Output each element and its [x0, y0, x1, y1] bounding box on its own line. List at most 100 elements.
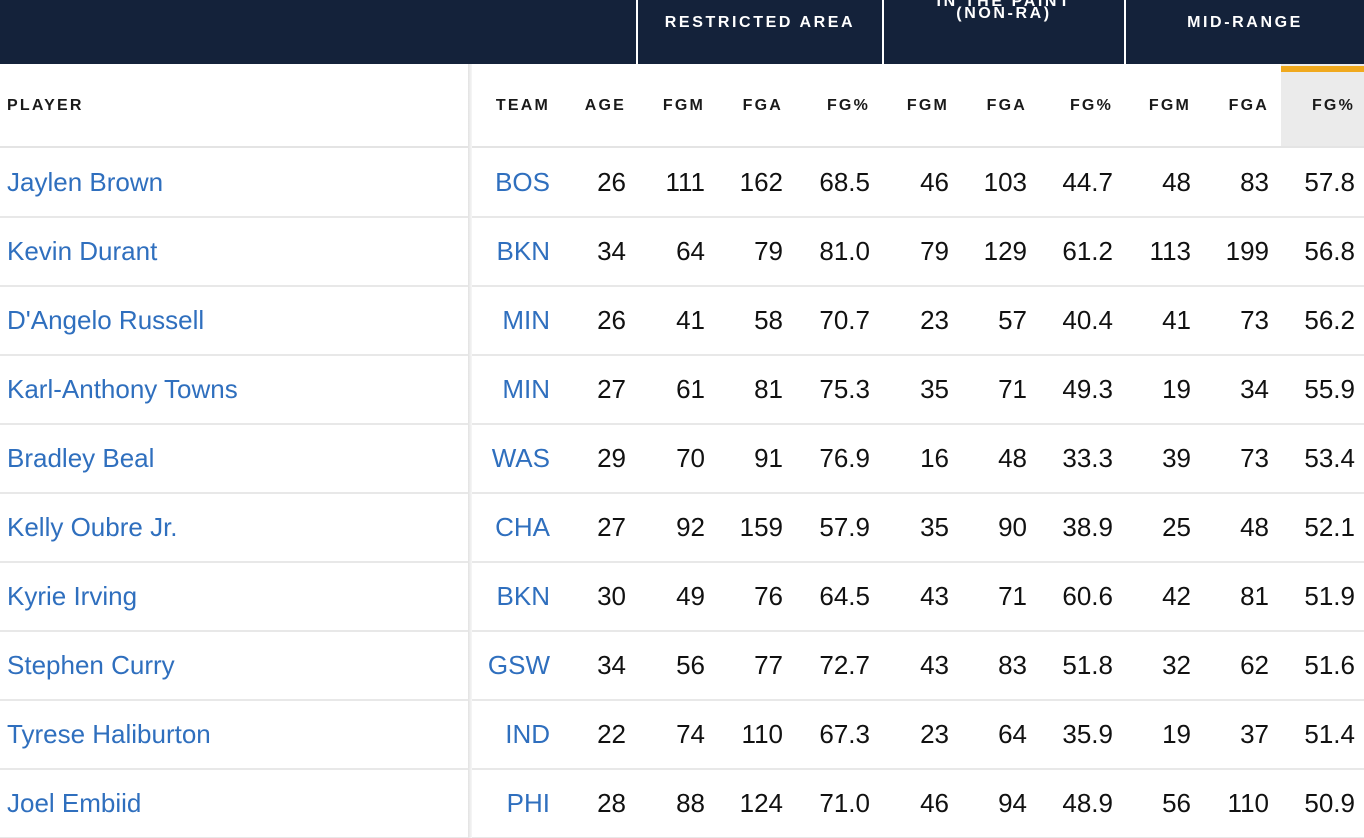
paint-fgm-cell: 16 [920, 443, 949, 473]
paint-fgm-cell: 23 [920, 719, 949, 749]
group-header-label-line-1: IN THE PAINT [936, 0, 1072, 10]
age-cell: 27 [597, 374, 626, 404]
col-header-ra-fga[interactable]: FGA [742, 97, 783, 114]
paint-fg-pct-cell: 40.4 [1062, 305, 1113, 335]
team-link[interactable]: BOS [495, 167, 550, 197]
group-header-label: MID-RANGE [1187, 14, 1303, 31]
team-link[interactable]: WAS [491, 443, 550, 473]
age-cell: 34 [597, 236, 626, 266]
ra-fgm-cell: 74 [676, 719, 705, 749]
mid-fg-pct-cell: 57.8 [1304, 167, 1355, 197]
team-link[interactable]: GSW [487, 650, 550, 680]
mid-fgm-cell: 32 [1162, 650, 1191, 680]
col-header-mid-fg-pct[interactable]: FG% [1281, 64, 1364, 146]
col-header-team[interactable]: TEAM [495, 97, 550, 114]
table-row: Kevin Durant BKN 34 64 79 81.0 79 129 61.2 113 199… [0, 218, 1364, 287]
group-header-mid-range: MID-RANGE [1124, 0, 1364, 64]
team-link[interactable]: MIN [502, 374, 550, 404]
team-link[interactable]: BKN [496, 581, 550, 611]
paint-fgm-cell: 46 [920, 788, 949, 818]
team-link[interactable]: IND [505, 719, 550, 749]
player-name-link[interactable]: Bradley Beal [7, 443, 155, 473]
ra-fga-cell: 79 [754, 236, 783, 266]
col-header-paint-fgm[interactable]: FGM [906, 97, 949, 114]
ra-fg-pct-cell: 81.0 [819, 236, 870, 266]
team-link[interactable]: CHA [495, 512, 550, 542]
ra-fgm-cell: 92 [676, 512, 705, 542]
ra-fgm-cell: 41 [676, 305, 705, 335]
ra-fga-cell: 76 [754, 581, 783, 611]
player-name-link[interactable]: D'Angelo Russell [7, 305, 205, 335]
mid-fgm-cell: 113 [1149, 236, 1191, 266]
age-cell: 26 [597, 305, 626, 335]
player-name-link[interactable]: Kelly Oubre Jr. [7, 512, 178, 542]
player-name-link[interactable]: Kyrie Irving [7, 581, 138, 611]
ra-fga-cell: 77 [754, 650, 783, 680]
paint-fga-cell: 129 [983, 236, 1027, 266]
col-header-ra-fg-pct[interactable]: FG% [826, 97, 870, 114]
table-row: Jaylen Brown BOS 26 111 162 68.5 46 103 44.7 48 83… [0, 149, 1364, 218]
ra-fgm-cell: 49 [676, 581, 705, 611]
mid-fgm-cell: 25 [1162, 512, 1191, 542]
player-name-link[interactable]: Stephen Curry [7, 650, 175, 680]
player-name-link[interactable]: Tyrese Haliburton [7, 719, 211, 749]
player-name-link[interactable]: Joel Embiid [7, 788, 142, 818]
mid-fgm-cell: 56 [1162, 788, 1191, 818]
paint-fgm-cell: 35 [920, 374, 949, 404]
paint-fga-cell: 94 [998, 788, 1027, 818]
sort-indicator [1281, 66, 1364, 72]
table-row: Kelly Oubre Jr. CHA 27 92 159 57.9 35 90 38.9 25 4… [0, 494, 1364, 563]
col-header-mid-fga[interactable]: FGA [1228, 97, 1269, 114]
table-row: Joel Embiid PHI 28 88 124 71.0 46 94 48.9 56 110 50… [0, 770, 1364, 838]
mid-fgm-cell: 19 [1162, 374, 1191, 404]
ra-fgm-cell: 70 [676, 443, 705, 473]
paint-fg-pct-cell: 33.3 [1062, 443, 1113, 473]
mid-fg-pct-cell: 50.9 [1304, 788, 1355, 818]
paint-fga-cell: 71 [998, 581, 1027, 611]
paint-fg-pct-cell: 38.9 [1062, 512, 1113, 542]
mid-fg-pct-cell: 51.9 [1304, 581, 1355, 611]
age-cell: 27 [597, 512, 626, 542]
col-header-player[interactable]: PLAYER [7, 97, 84, 114]
ra-fga-cell: 159 [739, 512, 783, 542]
age-cell: 34 [597, 650, 626, 680]
mid-fga-cell: 62 [1240, 650, 1269, 680]
table-row: Kyrie Irving BKN 30 49 76 64.5 43 71 60.6 42 81 51.… [0, 563, 1364, 632]
player-name-link[interactable]: Kevin Durant [7, 236, 158, 266]
ra-fgm-cell: 111 [665, 167, 705, 197]
player-name-link[interactable]: Karl-Anthony Towns [7, 374, 238, 404]
ra-fgm-cell: 56 [676, 650, 705, 680]
table-row: D'Angelo Russell MIN 26 41 58 70.7 23 57 40.4 41 7… [0, 287, 1364, 356]
col-header-age[interactable]: AGE [584, 97, 626, 114]
age-cell: 26 [597, 167, 626, 197]
ra-fg-pct-cell: 76.9 [819, 443, 870, 473]
ra-fg-pct-cell: 67.3 [819, 719, 870, 749]
col-header-paint-fg-pct[interactable]: FG% [1069, 97, 1113, 114]
mid-fga-cell: 34 [1240, 374, 1269, 404]
team-link[interactable]: MIN [502, 305, 550, 335]
team-link[interactable]: PHI [506, 788, 550, 818]
paint-fga-cell: 57 [998, 305, 1027, 335]
col-header-mid-fgm[interactable]: FGM [1148, 97, 1191, 114]
age-cell: 22 [597, 719, 626, 749]
paint-fg-pct-cell: 51.8 [1062, 650, 1113, 680]
ra-fga-cell: 124 [739, 788, 783, 818]
paint-fgm-cell: 46 [920, 167, 949, 197]
player-name-link[interactable]: Jaylen Brown [7, 167, 164, 197]
mid-fgm-cell: 48 [1162, 167, 1191, 197]
mid-fg-pct-cell: 55.9 [1304, 374, 1355, 404]
paint-fgm-cell: 35 [920, 512, 949, 542]
ra-fg-pct-cell: 64.5 [819, 581, 870, 611]
col-header-paint-fga[interactable]: FGA [986, 97, 1027, 114]
group-header-label-line-2: (NON-RA) [956, 5, 1052, 22]
paint-fgm-cell: 43 [920, 581, 949, 611]
column-header-row: PLAYER TEAM AGE FGM FGA FG% FGM FGA FG% FGM FGA FG% [0, 64, 1364, 148]
mid-fg-pct-cell: 53.4 [1304, 443, 1355, 473]
team-link[interactable]: BKN [496, 236, 550, 266]
column-group-header: RESTRICTED AREA IN THE PAINT (NON-RA) MI… [0, 0, 1364, 64]
table-row: Stephen Curry GSW 34 56 77 72.7 43 83 51.8 32 62 51… [0, 632, 1364, 701]
col-header-ra-fgm[interactable]: FGM [662, 97, 705, 114]
mid-fga-cell: 73 [1240, 443, 1269, 473]
paint-fg-pct-cell: 44.7 [1062, 167, 1113, 197]
table-row: Bradley Beal WAS 29 70 91 76.9 16 48 33.3 39 73 53.… [0, 425, 1364, 494]
